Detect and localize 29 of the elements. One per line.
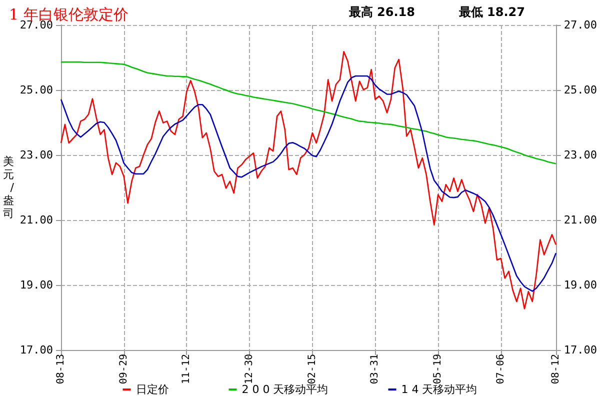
text: 最高 26.18 <box>348 5 416 19</box>
line-series <box>60 75 557 292</box>
line-series <box>60 61 557 164</box>
text: 最低 18.27 <box>458 5 526 19</box>
y2-tick-label: 17.00 <box>564 344 598 356</box>
x-tick-label: 02-15 <box>306 354 318 384</box>
x-tick-label: 08-12 <box>550 354 562 384</box>
x-tick-label: 07-06 <box>495 354 506 384</box>
y2-tick-label: 19.00 <box>564 278 598 292</box>
y-tick-label: 21.00 <box>20 214 54 226</box>
legend-label: 日定价 <box>136 383 169 396</box>
x-tick-label: 03-31 <box>370 354 381 384</box>
line-series <box>60 51 557 310</box>
x-tick-label: 11-12 <box>181 354 192 384</box>
y2-tick-label: 27.00 <box>564 18 598 32</box>
y2-tick-label: 25.00 <box>564 84 598 96</box>
x-tick-label: 08-13 <box>56 354 67 384</box>
y-axis-title: 美元/盎司 <box>3 155 14 220</box>
legend-label: 2 0 0 天移动平均 <box>242 383 328 396</box>
y2-tick-label: 21.00 <box>564 214 598 226</box>
x-tick-label: 05-19 <box>432 354 444 384</box>
y-tick-label: 25.00 <box>20 84 54 96</box>
x-tick-label: 12-30 <box>244 354 256 384</box>
y-tick-label: 17.00 <box>20 344 54 356</box>
x-tick-label: 09-29 <box>118 354 130 384</box>
y-tick-label: 19.00 <box>20 278 54 292</box>
y-tick-label: 23.00 <box>20 148 54 162</box>
legend-label: 1 4 天移动平均 <box>401 383 478 396</box>
y2-tick-label: 23.00 <box>564 148 598 162</box>
